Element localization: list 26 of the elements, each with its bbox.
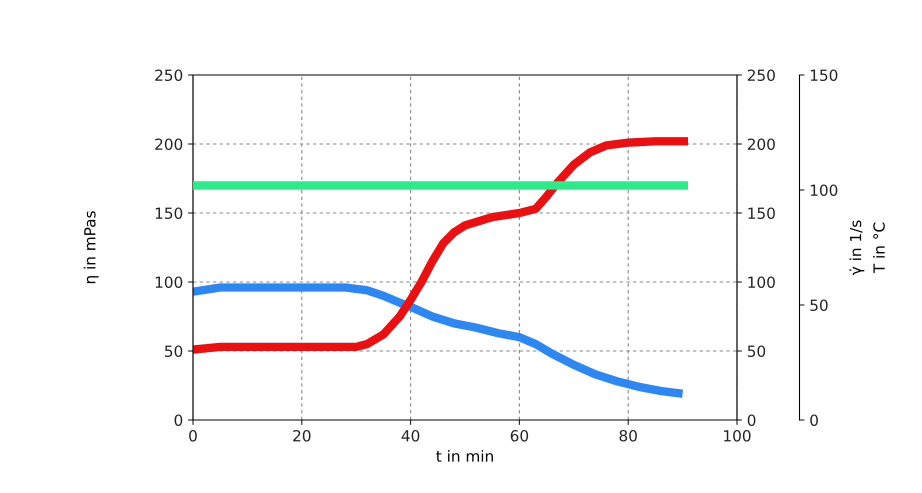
y-tick-label: 250: [155, 69, 182, 82]
y-tick-label: 200: [155, 138, 182, 150]
y3-tick-label: 150: [810, 69, 838, 82]
y-tick-label: 0: [174, 414, 182, 426]
y-tick-label: 50: [165, 345, 182, 358]
y3-tick-label: 100: [810, 184, 838, 196]
x-tick-label: 60: [510, 430, 528, 442]
y2-tick-label: 100: [748, 276, 775, 288]
x-tick-label: 80: [620, 430, 637, 442]
x-tick-label: 20: [293, 430, 311, 442]
y3-tick-label: 50: [810, 299, 828, 312]
y2-tick-label: 200: [748, 138, 775, 150]
y2-tick-label: 50: [748, 345, 766, 358]
y2-tick-label: 0: [748, 414, 756, 426]
x-tick-label: 100: [724, 430, 751, 442]
x-tick-label: 0: [189, 430, 197, 442]
y-tick-label: 100: [156, 276, 182, 288]
y2-tick-label: 250: [748, 69, 775, 82]
y3-axis-title: γ̇ in 1/s: [849, 220, 864, 276]
y2-axis-title: T in °C: [873, 222, 885, 274]
x-tick-label: 40: [402, 430, 420, 442]
y-axis-title: η in mPas: [84, 211, 99, 284]
y2-tick-label: 150: [748, 207, 775, 220]
y-tick-label: 150: [156, 207, 182, 220]
x-axis-title: t in min: [436, 450, 493, 462]
y3-tick-label: 0: [810, 414, 818, 426]
